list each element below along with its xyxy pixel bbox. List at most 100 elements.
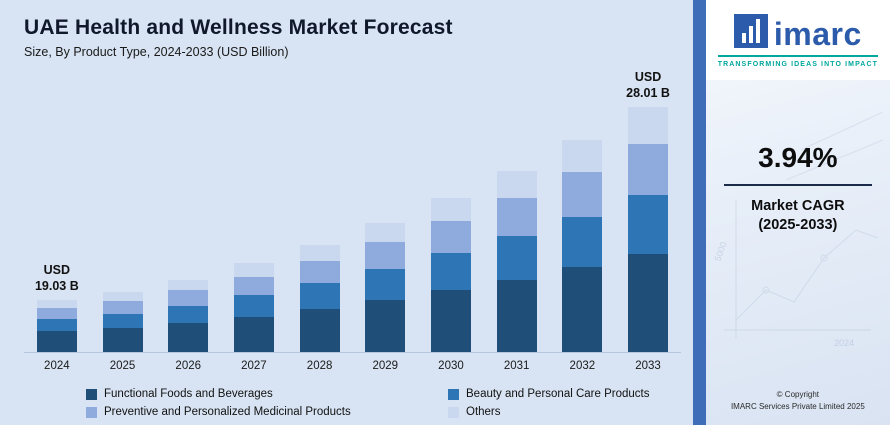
legend-label: Beauty and Personal Care Products bbox=[466, 388, 650, 400]
axis-label-2028: 2028 bbox=[306, 360, 333, 372]
bar-2026 bbox=[168, 279, 209, 352]
bar-segment bbox=[36, 300, 77, 308]
legend-swatch bbox=[86, 388, 97, 400]
bar-2028 bbox=[299, 244, 340, 352]
axis-label-2031: 2031 bbox=[503, 360, 530, 372]
bar-segment bbox=[36, 331, 77, 352]
bar-segment bbox=[496, 170, 537, 198]
page-title: UAE Health and Wellness Market Forecast bbox=[24, 16, 453, 39]
bar-column-2031 bbox=[484, 65, 550, 352]
bar-segment bbox=[365, 222, 406, 243]
cagr-block: 3.94% Market CAGR (2025-2033) bbox=[723, 142, 872, 233]
legend-label: Others bbox=[466, 406, 501, 418]
bar-segment bbox=[299, 309, 340, 352]
bar-segment bbox=[628, 254, 669, 352]
bar-segment bbox=[299, 283, 340, 309]
logo-card: imarc TRANSFORMING IDEAS INTO IMPACT bbox=[705, 0, 890, 80]
divider-strip bbox=[692, 0, 706, 425]
bar-segment bbox=[562, 216, 603, 268]
bar-segment bbox=[430, 221, 471, 254]
chart-panel: UAE Health and Wellness Market Forecast … bbox=[24, 16, 681, 418]
bar-2032 bbox=[562, 140, 603, 352]
axis-label-2026: 2026 bbox=[175, 360, 202, 372]
axis-label-2025: 2025 bbox=[109, 360, 136, 372]
bar-segment bbox=[562, 172, 603, 217]
bar-column-2029 bbox=[352, 65, 418, 352]
bar-segment bbox=[102, 301, 143, 314]
axis-label-2024: 2024 bbox=[44, 360, 70, 372]
bar-2029 bbox=[365, 222, 406, 352]
bar-segment bbox=[36, 307, 77, 319]
bar-segment bbox=[168, 279, 209, 291]
axis-label-2027: 2027 bbox=[241, 360, 267, 372]
bar-segment bbox=[299, 244, 340, 261]
legend-swatch bbox=[448, 406, 459, 418]
bar-column-2033: USD 28.01 B bbox=[615, 65, 681, 352]
stacked-bar-chart: USD 19.03 B USD 28.01 B bbox=[24, 65, 681, 353]
bar-column-2032 bbox=[550, 65, 616, 352]
bar-annotation-2033: USD 28.01 B bbox=[626, 69, 670, 100]
x-axis-labels: 2024 2025 2026 2027 2028 2029 2030 2031 2032 2033 bbox=[24, 360, 681, 372]
axis-label-2030: 2030 bbox=[438, 360, 464, 372]
bar-segment bbox=[233, 295, 274, 317]
bar-segment bbox=[430, 290, 471, 352]
bar-segment bbox=[365, 300, 406, 352]
legend-item: Preventive and Personalized Medicinal Pr… bbox=[86, 406, 438, 418]
legend-item: Beauty and Personal Care Products bbox=[448, 388, 681, 400]
legend-item: Others bbox=[448, 406, 681, 418]
legend-label: Functional Foods and Beverages bbox=[104, 388, 273, 400]
watermark-label: 5000 bbox=[712, 240, 728, 262]
bar-2025 bbox=[102, 292, 143, 352]
bar-segment bbox=[102, 313, 143, 329]
bar-segment bbox=[168, 290, 209, 306]
bar-column-2028 bbox=[287, 65, 353, 352]
bar-annotation-2024: USD 19.03 B bbox=[34, 262, 79, 293]
logo-wordmark: imarc bbox=[773, 15, 862, 52]
bar-2027 bbox=[233, 263, 274, 352]
legend-item: Functional Foods and Beverages bbox=[86, 388, 438, 400]
bar-segment bbox=[365, 269, 406, 301]
bar-segment bbox=[365, 242, 406, 270]
chart-legend: Functional Foods and Beverages Beauty and… bbox=[24, 388, 681, 418]
bar-column-2026 bbox=[155, 65, 221, 352]
axis-label-2029: 2029 bbox=[372, 360, 399, 372]
axis-label-2033: 2033 bbox=[635, 360, 661, 372]
bar-segment bbox=[233, 316, 274, 352]
bar-column-2030 bbox=[418, 65, 484, 352]
watermark-label: 2024 bbox=[834, 338, 854, 348]
bar-segment bbox=[496, 279, 537, 352]
bar-segment bbox=[36, 318, 77, 332]
cagr-value: 3.94% bbox=[758, 142, 838, 173]
bar-segment bbox=[299, 260, 340, 284]
legend-label: Preventive and Personalized Medicinal Pr… bbox=[104, 406, 351, 418]
copyright-line1: © Copyright bbox=[776, 390, 820, 399]
page-subtitle: Size, By Product Type, 2024-2033 (USD Bi… bbox=[24, 45, 289, 59]
copyright-line2: IMARC Services Private Limited 2025 bbox=[730, 402, 865, 411]
bar-segment bbox=[628, 143, 669, 196]
cagr-label: Market CAGR bbox=[751, 198, 845, 214]
bar-column-2024: USD 19.03 B bbox=[24, 65, 90, 352]
bar-segment bbox=[102, 292, 143, 302]
legend-swatch bbox=[448, 388, 459, 400]
cagr-divider-line bbox=[723, 184, 872, 186]
side-panel: 5000 2024 imarc TRANSFORMING IDEAS INTO … bbox=[705, 0, 890, 425]
bar-2033 bbox=[628, 107, 669, 352]
bar-segment bbox=[233, 263, 274, 277]
bar-2031 bbox=[496, 170, 537, 352]
imarc-logo: imarc bbox=[733, 14, 862, 52]
cagr-period: (2025-2033) bbox=[758, 217, 838, 233]
bar-segment bbox=[628, 195, 669, 254]
bar-segment bbox=[562, 140, 603, 173]
logo-tagline: TRANSFORMING IDEAS INTO IMPACT bbox=[717, 55, 878, 68]
bar-segment bbox=[496, 197, 537, 236]
bar-column-2027 bbox=[221, 65, 287, 352]
bar-2024 bbox=[36, 300, 77, 352]
bar-segment bbox=[168, 323, 209, 352]
bar-segment bbox=[430, 253, 471, 291]
imarc-logo-icon bbox=[733, 14, 768, 48]
bar-2030 bbox=[430, 198, 471, 352]
bar-segment bbox=[233, 276, 274, 296]
axis-label-2032: 2032 bbox=[569, 360, 596, 372]
bar-segment bbox=[628, 107, 669, 144]
bar-segment bbox=[102, 328, 143, 352]
